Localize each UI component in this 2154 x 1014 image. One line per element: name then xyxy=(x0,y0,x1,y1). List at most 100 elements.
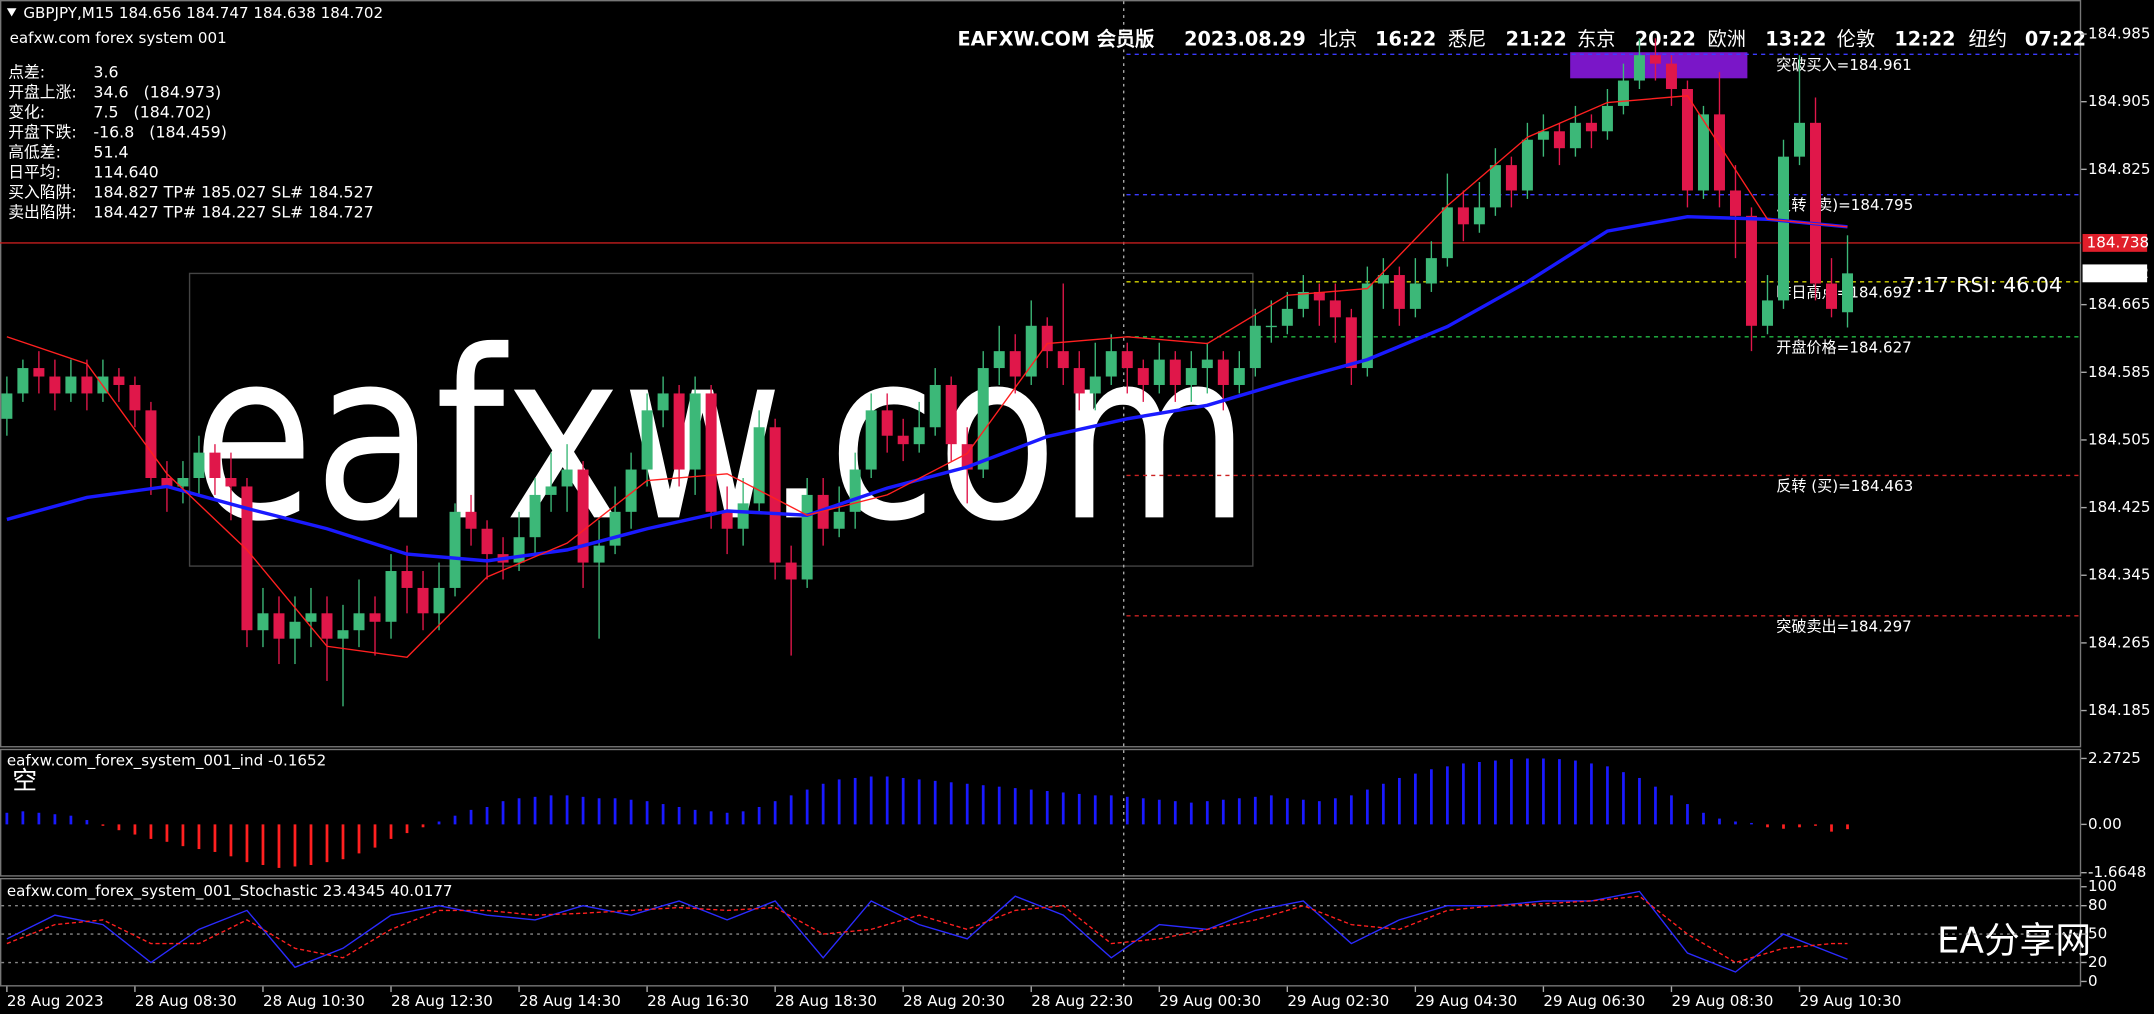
info-label: 点差: xyxy=(8,62,45,81)
candle-body xyxy=(1377,275,1389,284)
header-item: 欧洲 xyxy=(1708,27,1746,50)
candle-body xyxy=(1441,207,1453,259)
info-label: 开盘下跌: xyxy=(8,123,76,142)
signal-label: 空 xyxy=(12,766,37,795)
candle-body xyxy=(961,444,973,470)
y-tick-label: 80 xyxy=(2088,896,2107,914)
candle-body xyxy=(1105,351,1117,377)
candle-body xyxy=(1842,273,1854,313)
y-tick-label: 184.185 xyxy=(2088,701,2150,719)
candle-body xyxy=(1281,308,1293,326)
candle-body xyxy=(1457,207,1469,225)
rsi-text: RSI: 46.04 xyxy=(1956,273,2062,297)
candle-body xyxy=(1810,122,1821,284)
candle-body xyxy=(449,511,461,588)
header-item: 伦敦 xyxy=(1837,27,1875,50)
header-item: 12:22 xyxy=(1894,27,1955,50)
candle-body xyxy=(337,630,349,639)
stochastic-line xyxy=(6,895,1848,964)
candle-body xyxy=(1569,122,1581,149)
candle-body xyxy=(977,368,989,470)
candle-body xyxy=(1745,215,1757,326)
candle-body xyxy=(657,393,669,411)
candle-body xyxy=(1073,368,1085,394)
header-item: 悉尼 xyxy=(1448,27,1486,50)
candle-body xyxy=(81,376,93,394)
header-item: 北京 xyxy=(1319,27,1357,50)
candle-body xyxy=(945,384,957,445)
x-tick-label: 28 Aug 14:30 xyxy=(519,992,621,1010)
candle-body xyxy=(1489,165,1501,208)
y-tick-label: 184.825 xyxy=(2088,160,2150,178)
header-item: EAFXW.COM 会员版 xyxy=(957,27,1155,50)
candle-body xyxy=(49,376,61,394)
candle-body xyxy=(1,393,13,419)
candle-body xyxy=(1009,351,1021,377)
candle-body xyxy=(177,478,189,487)
candle-body xyxy=(1025,325,1037,377)
candle-body xyxy=(401,571,413,588)
candle-body xyxy=(1153,359,1165,385)
candle-body xyxy=(161,478,173,487)
indicator-title: eafxw.com_forex_system_001_Stochastic 23… xyxy=(7,882,453,901)
candle-body xyxy=(593,545,605,563)
candle-body xyxy=(529,494,541,538)
candle-body xyxy=(257,613,269,631)
candle-body xyxy=(577,469,589,563)
candle-body xyxy=(1265,325,1277,328)
y-tick-label: 184.665 xyxy=(2088,295,2150,313)
candle-body xyxy=(1233,368,1245,385)
candle-body xyxy=(65,376,77,394)
bid-tag-label: 184.738 xyxy=(2087,233,2149,251)
candle-body xyxy=(625,469,637,512)
candle-body xyxy=(145,410,157,479)
candle-body xyxy=(897,435,909,445)
candle-body xyxy=(1729,190,1741,216)
candle-body xyxy=(753,427,765,504)
candle-body xyxy=(1409,283,1421,309)
stochastic-line xyxy=(6,890,1848,973)
candle-body xyxy=(1089,376,1101,394)
y-tick-label: 184.905 xyxy=(2088,92,2150,110)
candle-body xyxy=(929,384,941,428)
x-tick-label: 29 Aug 02:30 xyxy=(1287,992,1389,1010)
header-item: 纽约 xyxy=(1969,27,2007,50)
candle-body xyxy=(1361,283,1373,369)
candle-body xyxy=(1681,89,1693,191)
candle-body xyxy=(305,613,317,622)
candle-body xyxy=(1649,55,1661,64)
y-tick-label: 20 xyxy=(2088,953,2107,971)
y-tick-label: -1.6648 xyxy=(2088,863,2146,881)
x-tick-label: 28 Aug 12:30 xyxy=(391,992,493,1010)
y-tick-label: 184.585 xyxy=(2088,363,2150,381)
header-item: 东京 xyxy=(1577,27,1615,50)
watermark: eafxw.com xyxy=(192,301,1250,573)
chart-subtitle: eafxw.com forex system 001 xyxy=(10,29,227,47)
candle-body xyxy=(1505,165,1517,191)
info-value: 114.640 xyxy=(93,163,158,182)
candle-body xyxy=(689,393,701,470)
bid-tag xyxy=(2082,233,2148,252)
indicator-panel-frame xyxy=(0,748,2082,877)
level-label: 突破买入=184.961 xyxy=(1776,56,1912,74)
candle-body xyxy=(721,511,733,529)
candle-body xyxy=(369,613,381,622)
candle-body xyxy=(865,410,877,470)
candle-body xyxy=(465,511,477,529)
candle-body xyxy=(1537,131,1549,140)
price-tag xyxy=(2082,264,2148,283)
info-value: 3.6 xyxy=(93,62,118,81)
y-tick-label: 184.425 xyxy=(2088,498,2150,516)
x-tick-label: 29 Aug 06:30 xyxy=(1543,992,1645,1010)
candle-body xyxy=(1713,114,1725,191)
candle-body xyxy=(641,410,653,470)
info-label: 开盘上涨: xyxy=(8,82,76,101)
x-tick-label: 28 Aug 2023 xyxy=(7,992,104,1010)
x-tick-label: 29 Aug 10:30 xyxy=(1799,992,1901,1010)
y-tick-label: 184.265 xyxy=(2088,633,2150,651)
candle-body xyxy=(913,427,925,445)
header-item: 07:22 xyxy=(2025,27,2086,50)
y-tick-label: 2.2725 xyxy=(2088,749,2141,767)
info-value: 51.4 xyxy=(93,143,128,162)
candle-body xyxy=(209,452,221,479)
